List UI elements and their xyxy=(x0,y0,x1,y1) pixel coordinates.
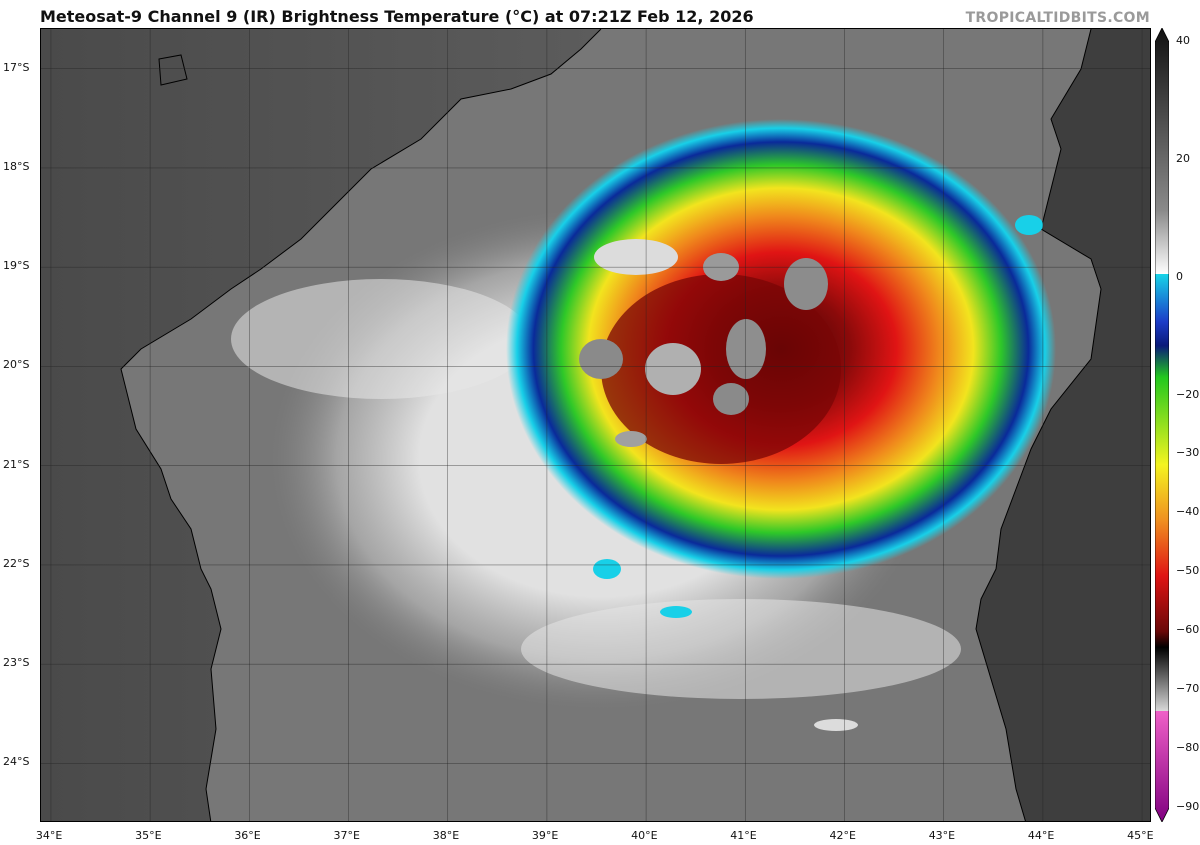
chart-title: Meteosat-9 Channel 9 (IR) Brightness Tem… xyxy=(40,7,754,26)
cloud-band-west xyxy=(231,279,531,399)
credit-label: TROPICALTIDBITS.COM xyxy=(965,10,1150,26)
madagascar-coastline xyxy=(975,29,1102,821)
lon-tick-label: 44°E xyxy=(1027,829,1055,842)
colorbar-tick-label: −50 xyxy=(1176,564,1200,578)
overshoot-top-8 xyxy=(615,431,647,447)
lon-tick-label: 37°E xyxy=(333,829,360,842)
lat-tick-label: 24°S xyxy=(3,755,30,769)
lon-tick-label: 34°E xyxy=(35,829,63,842)
colorbar-bar xyxy=(1155,28,1169,822)
lon-tick-label: 42°E xyxy=(829,829,856,842)
lon-tick-label: 40°E xyxy=(631,829,658,842)
colorbar-tick-label: −40 xyxy=(1176,505,1200,519)
overshoot-top-7 xyxy=(713,383,749,415)
lat-tick-label: 23°S xyxy=(3,656,30,670)
colorbar-tick-label: −20 xyxy=(1176,387,1200,401)
mozambique-coastline xyxy=(120,29,602,821)
lat-tick-label: 21°S xyxy=(3,457,30,471)
lat-tick-label: 19°S xyxy=(3,259,30,273)
lon-tick-label: 35°E xyxy=(135,829,162,842)
lon-tick-label: 41°E xyxy=(730,829,757,842)
lon-tick-label: 38°E xyxy=(432,829,460,842)
overshoot-top-1 xyxy=(594,239,678,275)
lat-lon-grid xyxy=(41,29,1150,821)
lat-tick-label: 20°S xyxy=(3,358,30,372)
colorbar-tick-label: −80 xyxy=(1176,741,1200,755)
colorbar-tick-label: −90 xyxy=(1176,800,1200,813)
colorbar xyxy=(1155,28,1169,822)
lat-tick-label: 18°S xyxy=(3,159,30,173)
colorbar-tick-label: 0 xyxy=(1176,269,1183,283)
lake-outline xyxy=(158,54,188,86)
overshoot-top-3 xyxy=(784,258,828,310)
overshoot-top-6 xyxy=(726,319,766,379)
colorbar-tick-label: 20 xyxy=(1176,151,1190,165)
lon-tick-label: 43°E xyxy=(928,829,956,842)
overshoot-top-5 xyxy=(645,343,701,395)
colorbar-tick-label: −30 xyxy=(1176,446,1200,460)
colorbar-tick-label: −70 xyxy=(1176,682,1200,696)
cloud-band-south xyxy=(521,599,961,699)
colorbar-tick-label: −60 xyxy=(1176,623,1200,637)
cell-south-1 xyxy=(593,559,621,579)
lon-tick-label: 39°E xyxy=(531,829,559,842)
cell-south-2 xyxy=(660,606,692,618)
colorbar-tick-label: 40 xyxy=(1176,34,1190,47)
mozambique-land xyxy=(41,29,601,821)
overshoot-top-4 xyxy=(579,339,623,379)
lat-tick-label: 17°S xyxy=(3,60,30,74)
satellite-map[interactable] xyxy=(40,28,1151,822)
cell-south-3 xyxy=(814,719,858,731)
lon-tick-label: 45°E xyxy=(1127,829,1154,842)
madagascar-land xyxy=(976,29,1150,821)
cell-east xyxy=(1015,215,1043,235)
lon-tick-label: 36°E xyxy=(234,829,261,842)
map-svg xyxy=(41,29,1150,821)
storm-inner xyxy=(601,274,841,464)
lat-tick-label: 22°S xyxy=(3,556,30,570)
